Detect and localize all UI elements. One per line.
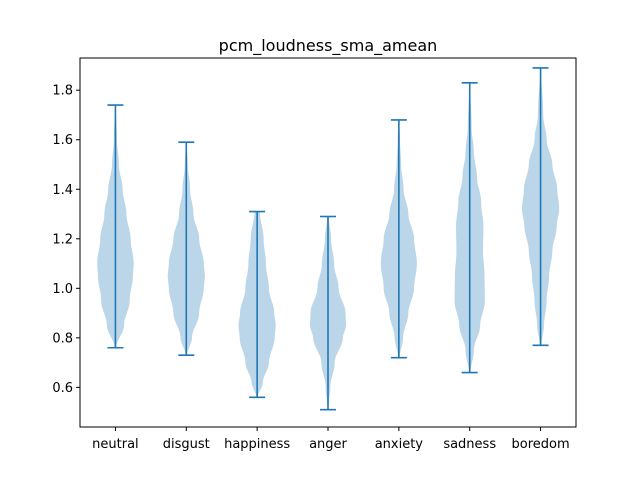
violin-sadness	[454, 81, 485, 374]
y-tick-label: 1.6	[52, 133, 73, 148]
violin-neutral	[97, 104, 134, 349]
y-axis: 0.6 0.8 1.0 1.2 1.4 1.6 1.8	[52, 84, 80, 396]
violin-boredom	[522, 67, 560, 347]
y-tick-label: 0.8	[52, 331, 73, 346]
chart-title: pcm_loudness_sma_amean	[219, 36, 438, 56]
x-tick-label-neutral: neutral	[92, 437, 139, 452]
x-axis: neutral disgust happiness anger anxiety sadne…	[92, 427, 570, 452]
x-tick-label-sadness: sadness	[443, 437, 496, 452]
plot-frame	[79, 57, 577, 428]
y-tick-label: 0.6	[52, 381, 73, 396]
x-tick-label-disgust: disgust	[163, 437, 210, 452]
violin-disgust	[167, 141, 205, 356]
violin-group	[97, 67, 560, 411]
violin-anger	[309, 215, 347, 411]
x-tick-label-happiness: happiness	[224, 437, 290, 452]
violin-happiness	[238, 210, 276, 399]
x-tick-label-anger: anger	[309, 437, 347, 452]
violin-anxiety	[380, 119, 417, 359]
x-tick-label-anxiety: anxiety	[375, 437, 424, 452]
y-tick-label: 1.4	[52, 183, 73, 198]
x-tick-label-boredom: boredom	[512, 437, 570, 452]
y-tick-label: 1.8	[52, 84, 73, 99]
y-tick-label: 1.2	[52, 232, 73, 247]
y-tick-label: 1.0	[52, 282, 73, 297]
